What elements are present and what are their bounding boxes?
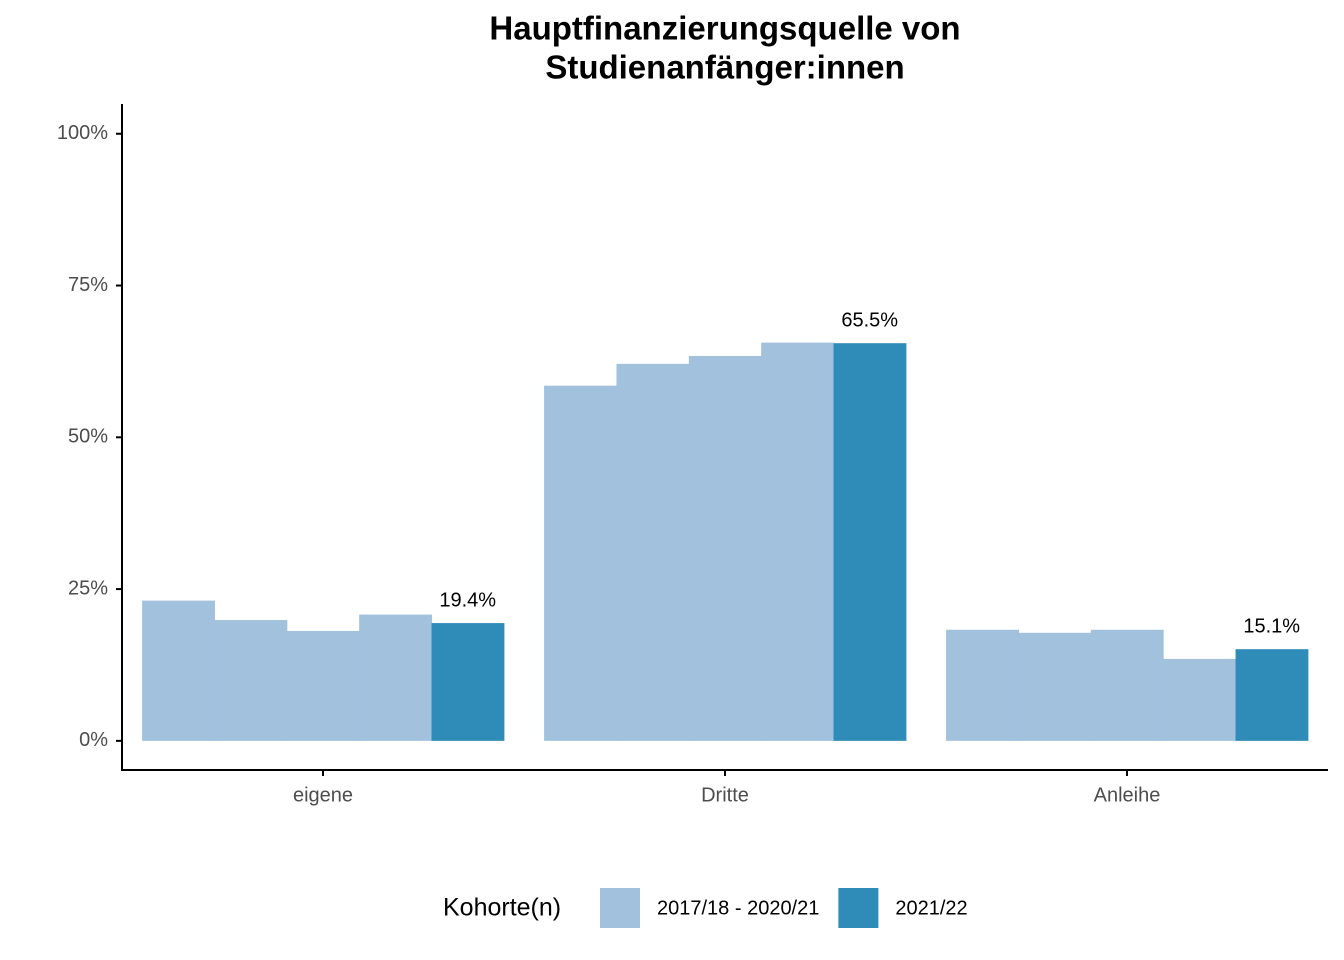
bar	[616, 363, 690, 741]
legend-label: 2021/22	[895, 897, 967, 919]
bar	[142, 600, 215, 741]
value-label: 15.1%	[1243, 615, 1300, 637]
bar	[833, 343, 907, 741]
y-tick-label: 100%	[57, 122, 108, 144]
legend-label: 2017/18 - 2020/21	[657, 897, 819, 919]
x-tick-label: eigene	[293, 784, 353, 806]
bar	[688, 355, 762, 741]
legend-title: Kohorte(n)	[443, 894, 561, 922]
x-tick-label: Anleihe	[1094, 784, 1161, 806]
bar	[1235, 649, 1309, 741]
bar	[214, 620, 288, 741]
bar	[1163, 658, 1237, 741]
y-tick-label: 75%	[68, 274, 108, 296]
y-tick-label: 0%	[79, 729, 108, 751]
chart-title: Hauptfinanzierungsquelle von	[489, 10, 960, 47]
bar	[1090, 629, 1164, 741]
value-label: 19.4%	[439, 589, 496, 611]
legend-swatch	[838, 888, 879, 928]
bar	[286, 630, 360, 741]
legend-swatch	[600, 888, 640, 928]
bar	[544, 385, 617, 741]
chart-title: Studienanfänger:innen	[545, 49, 904, 86]
value-label: 65.5%	[841, 309, 898, 331]
x-tick-label: Dritte	[701, 784, 749, 806]
bar	[1018, 632, 1092, 741]
bar	[431, 623, 505, 741]
bar	[761, 342, 835, 741]
bar	[359, 614, 433, 741]
bar	[946, 629, 1019, 741]
y-tick-label: 25%	[68, 577, 108, 599]
y-tick-label: 50%	[68, 426, 108, 448]
